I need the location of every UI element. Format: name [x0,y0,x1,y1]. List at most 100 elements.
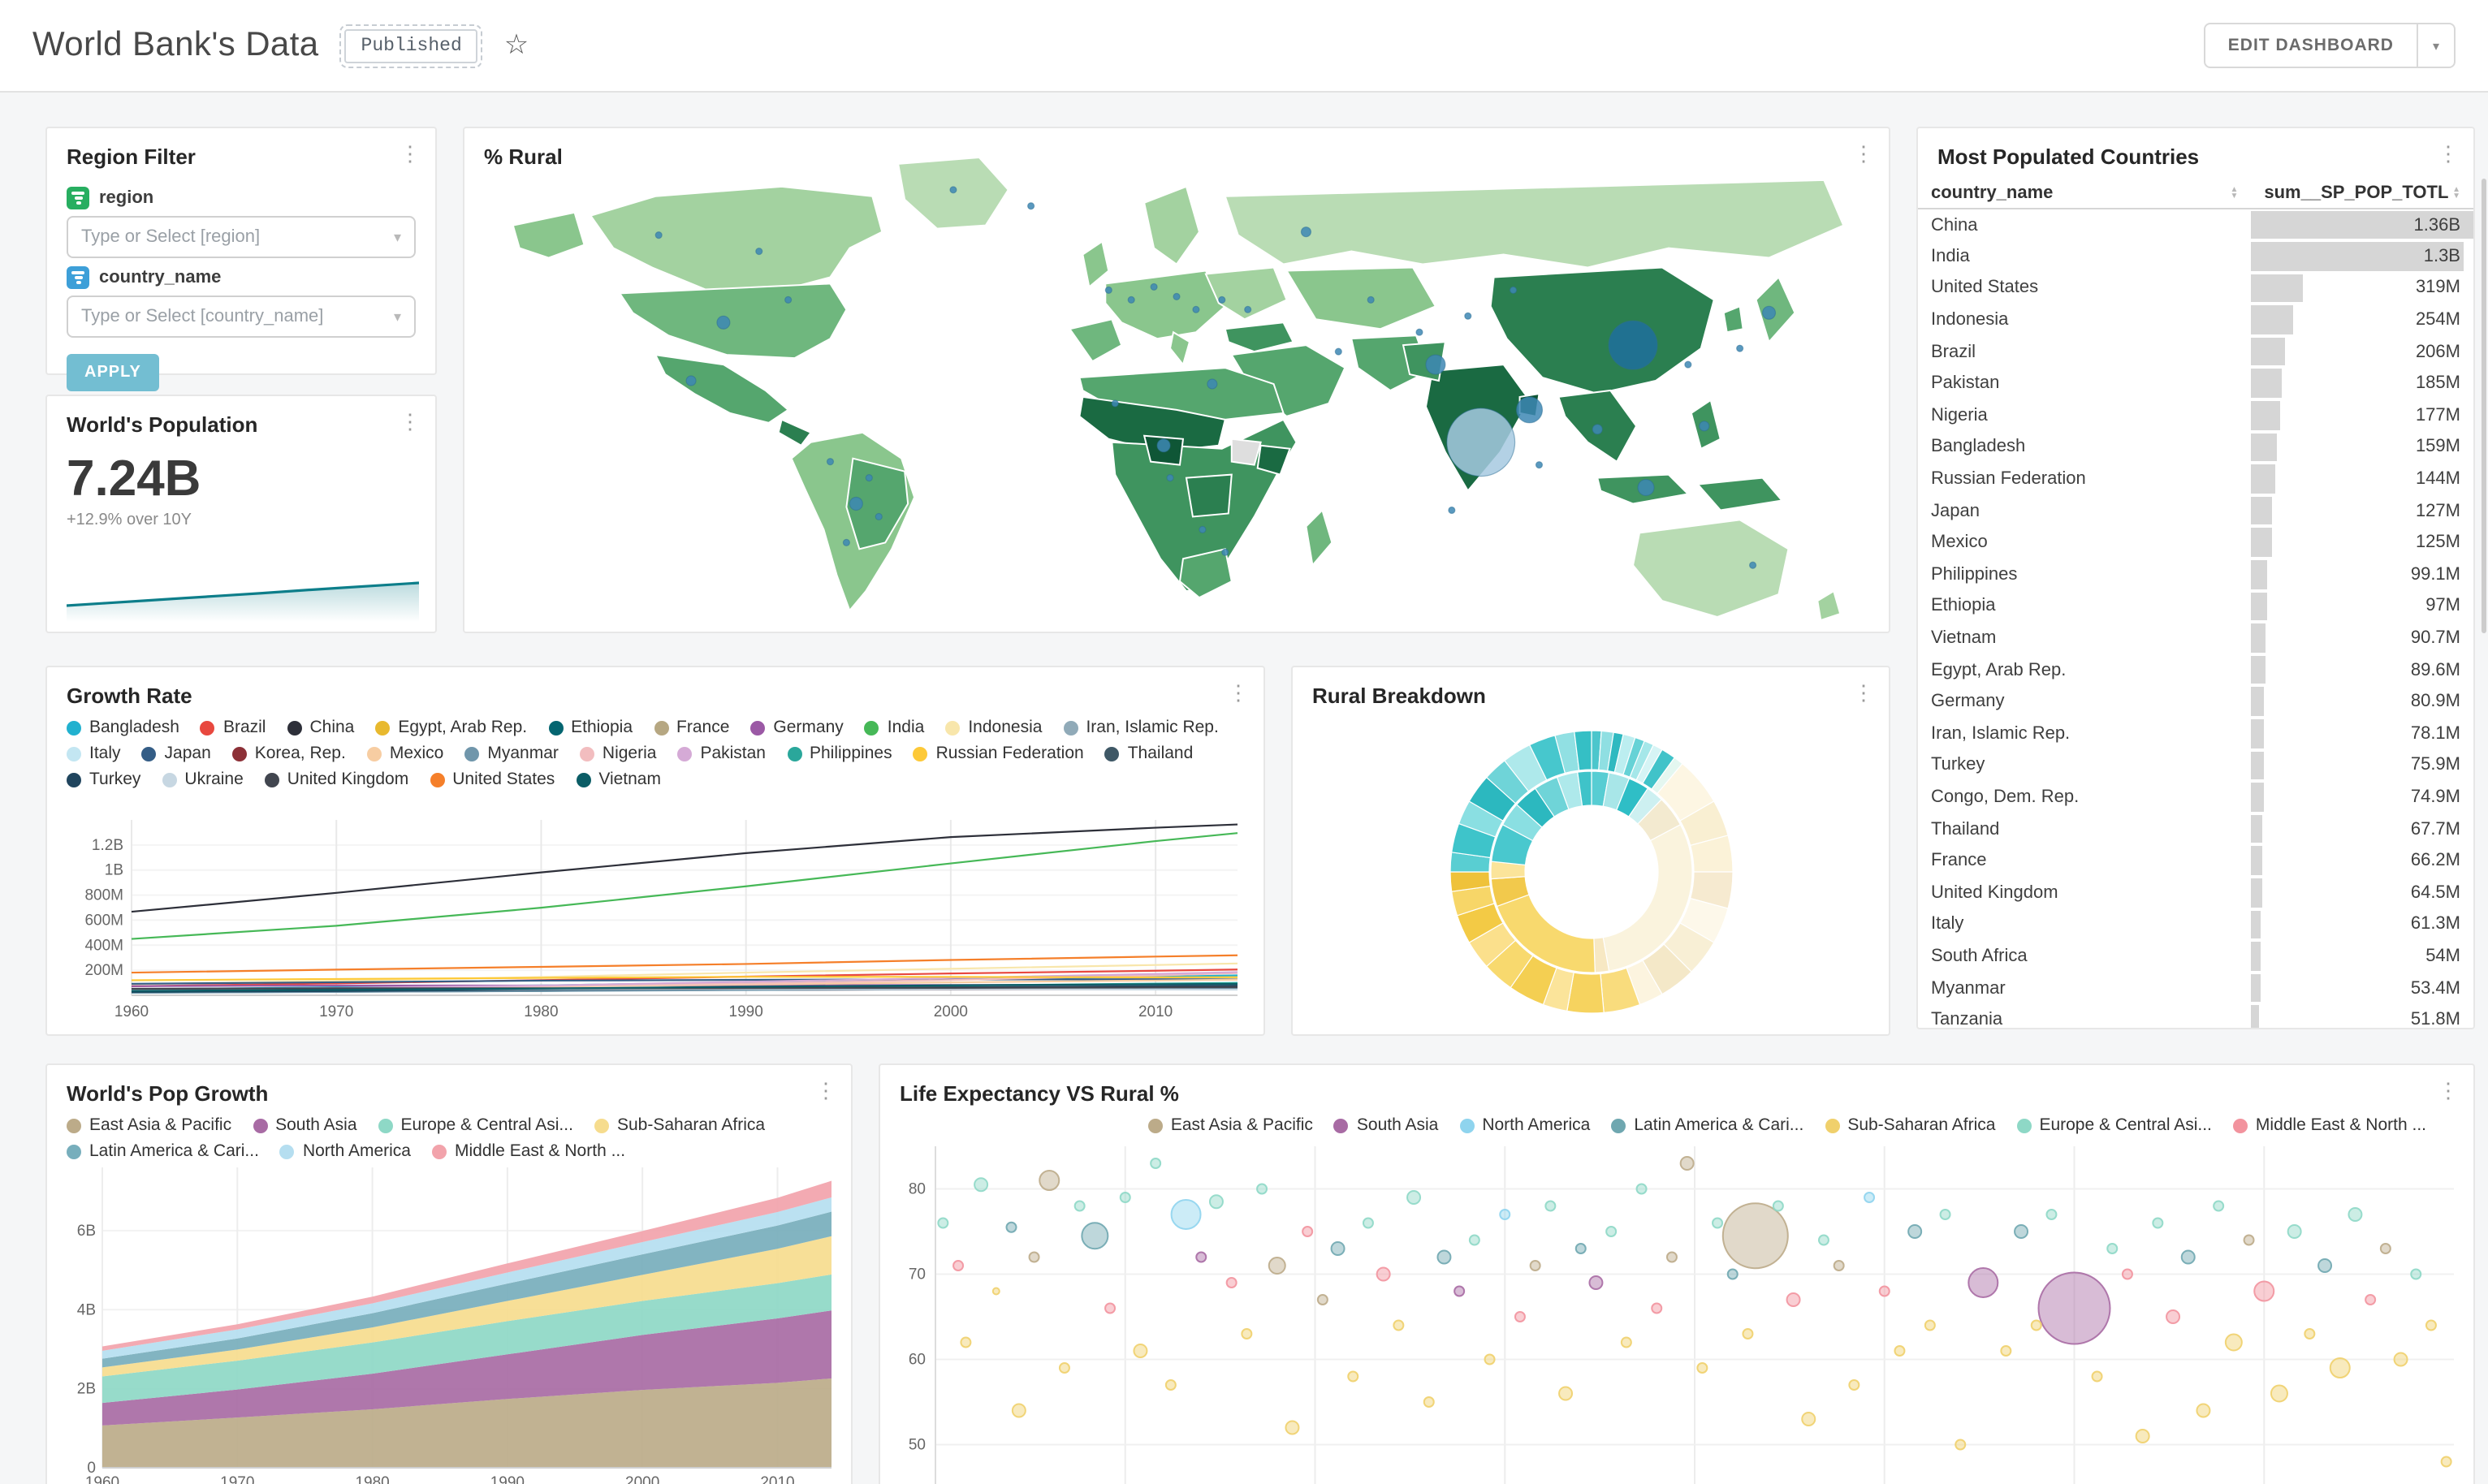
legend-item-france[interactable]: France [654,718,729,737]
legend-item-united-kingdom[interactable]: United Kingdom [264,770,408,789]
scatter-point [2030,1319,2042,1331]
population-bar [2251,973,2261,1003]
legend-item-indonesia[interactable]: Indonesia [945,718,1042,737]
legend-item-north-america[interactable]: North America [1459,1115,1590,1135]
legend-label: Nigeria [602,744,657,763]
map-bubble [1464,312,1472,320]
legend-item-east-asia-pacific[interactable]: East Asia & Pacific [67,1115,231,1135]
legend-item-vietnam[interactable]: Vietnam [576,770,661,789]
legend-item-russian-federation[interactable]: Russian Federation [913,744,1084,763]
legend-item-ethiopia[interactable]: Ethiopia [548,718,633,737]
legend-item-sub-saharan-africa[interactable]: Sub-Saharan Africa [1825,1115,1995,1135]
population-cell: 99.1M [2251,559,2473,590]
legend-item-latin-america-cari[interactable]: Latin America & Cari... [67,1141,259,1161]
legend-item-sub-saharan-africa[interactable]: Sub-Saharan Africa [594,1115,765,1135]
card-menu-icon[interactable]: ⋮ [1853,680,1874,705]
map-bubble [685,375,697,386]
country-name-cell: India [1931,246,1970,266]
scatter-point [1968,1267,1999,1298]
country-select-input[interactable]: Type or Select [country_name] ▾ [67,296,416,338]
scrollbar-thumb[interactable] [2482,179,2486,633]
column-header-population[interactable]: sum__SP_POP_TOTL ▲ ▼ [2251,179,2473,209]
legend-swatch [787,746,801,761]
legend-item-korea-rep[interactable]: Korea, Rep. [231,744,346,763]
column-header-country[interactable]: country_name ▲ ▼ [1918,179,2252,209]
table-row-turkey: Turkey 75.9M [1918,749,2473,781]
population-cell: 74.9M [2251,781,2473,813]
legend-item-nigeria[interactable]: Nigeria [579,744,657,763]
card-menu-icon[interactable]: ⋮ [400,409,421,434]
scatter-point [1801,1412,1816,1426]
map-bubble [1684,360,1692,369]
legend-item-middle-east-north[interactable]: Middle East & North ... [2232,1115,2426,1135]
legend-item-europe-central-asi[interactable]: Europe & Central Asi... [2016,1115,2212,1135]
map-bubble [654,231,663,239]
legend-item-myanmar[interactable]: Myanmar [464,744,559,763]
legend-item-latin-america-cari[interactable]: Latin America & Cari... [1611,1115,1803,1135]
scatter-point [1039,1170,1060,1191]
legend-item-mexico[interactable]: Mexico [366,744,443,763]
legend-item-germany[interactable]: Germany [750,718,844,737]
map-bubble [1104,286,1112,294]
legend-item-bangladesh[interactable]: Bangladesh [67,718,179,737]
scatter-point [1164,1379,1177,1391]
legend-item-east-asia-pacific[interactable]: East Asia & Pacific [1147,1115,1313,1135]
legend-item-south-asia[interactable]: South Asia [1333,1115,1438,1135]
card-menu-icon[interactable]: ⋮ [815,1078,836,1102]
population-cell: 159M [2251,431,2473,463]
legend-item-italy[interactable]: Italy [67,744,121,763]
legend-item-thailand[interactable]: Thailand [1104,744,1193,763]
card-menu-icon[interactable]: ⋮ [400,141,421,166]
legend-item-middle-east-north[interactable]: Middle East & North ... [432,1141,625,1161]
scatter-point [2270,1384,2288,1403]
legend-label: Ethiopia [571,718,633,737]
map-bubble [849,496,863,511]
card-menu-icon[interactable]: ⋮ [2438,1078,2459,1102]
population-value: 206M [2415,342,2460,362]
region-select-input[interactable]: Type or Select [region] ▾ [67,216,416,258]
favorite-star-icon[interactable]: ☆ [503,29,529,60]
card-menu-icon[interactable]: ⋮ [2438,141,2459,166]
apply-filter-button[interactable]: APPLY [67,354,159,391]
svg-text:400M: 400M [84,937,123,954]
legend-swatch [67,720,81,735]
card-menu-icon[interactable]: ⋮ [1228,680,1249,705]
card-menu-icon[interactable]: ⋮ [1853,141,1874,166]
legend-item-united-states[interactable]: United States [430,770,555,789]
legend-item-south-asia[interactable]: South Asia [253,1115,357,1135]
map-bubble [875,512,883,521]
scatter-point [1362,1217,1374,1229]
legend-item-iran-islamic-rep[interactable]: Iran, Islamic Rep. [1063,718,1219,737]
map-bubble [1509,286,1518,294]
legend-swatch [1825,1118,1840,1132]
scatter-point [1330,1241,1346,1256]
header-menu-caret-button[interactable]: ▾ [2417,23,2456,68]
legend-swatch [1104,746,1120,761]
map-bubble [1448,506,1456,515]
published-badge[interactable]: Published [339,24,483,67]
legend-item-egypt-arab-rep[interactable]: Egypt, Arab Rep. [375,718,527,737]
edit-dashboard-button[interactable]: EDIT DASHBOARD [2203,23,2418,68]
table-row-congo-dem-rep: Congo, Dem. Rep. 74.9M [1918,781,2473,813]
world-population-card: World's Population ⋮ 7.24B +12.9% over 1… [45,395,437,633]
map-bubble [842,538,850,546]
scatter-point [1651,1302,1663,1314]
legend-item-pakistan[interactable]: Pakistan [677,744,766,763]
legend-item-india[interactable]: India [864,718,924,737]
line-series-japan [131,978,1238,985]
scatter-point [2243,1234,2255,1246]
legend-item-ukraine[interactable]: Ukraine [162,770,244,789]
country-name-cell: Tanzania [1931,1010,2003,1029]
legend-item-europe-central-asi[interactable]: Europe & Central Asi... [378,1115,573,1135]
legend-item-north-america[interactable]: North America [279,1141,411,1161]
legend-item-japan[interactable]: Japan [141,744,211,763]
population-bar [2251,623,2266,653]
legend-item-turkey[interactable]: Turkey [67,770,140,789]
legend-item-philippines[interactable]: Philippines [787,744,892,763]
scatter-point [1073,1200,1086,1212]
sort-icon: ▲ ▼ [2452,185,2460,201]
chevron-down-icon: ▾ [393,308,401,324]
legend-item-brazil[interactable]: Brazil [200,718,266,737]
table-row-pakistan: Pakistan 185M [1918,368,2473,399]
legend-item-china[interactable]: China [287,718,354,737]
